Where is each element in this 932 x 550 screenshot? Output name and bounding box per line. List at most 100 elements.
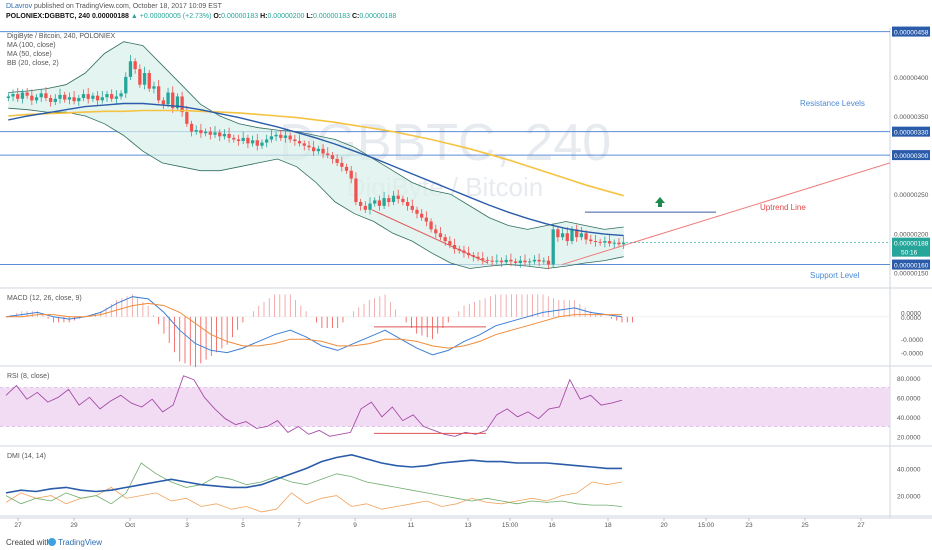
candle-body <box>124 76 128 94</box>
candle-body <box>180 96 184 113</box>
candle-body <box>448 241 452 245</box>
author-link[interactable]: DLavrov <box>6 3 33 10</box>
candle-body <box>241 137 245 142</box>
candle-body <box>53 98 57 102</box>
publish-info: published on TradingView.com, October 18… <box>34 3 222 10</box>
price-axis-label: 0.00000200 <box>894 231 929 238</box>
time-axis-label: 20 <box>660 522 668 529</box>
price-level-tag <box>892 259 930 270</box>
tradingview-logo-icon <box>48 538 56 546</box>
candle-body <box>119 93 123 97</box>
candle-body <box>255 140 259 146</box>
candle-body <box>330 155 335 159</box>
candle-body <box>138 69 142 85</box>
candle-body <box>110 94 114 99</box>
candle-body <box>603 241 607 243</box>
candle-body <box>218 132 222 137</box>
candle-body <box>575 229 579 238</box>
candle-body <box>142 73 147 85</box>
candle-body <box>513 261 518 263</box>
close-value: 0.00000188 <box>359 13 397 20</box>
dmi-axis-label: 40.0000 <box>897 466 921 473</box>
candle-body <box>349 170 353 179</box>
candle-body <box>612 242 616 244</box>
time-axis-label: 23 <box>745 522 753 529</box>
candle-body <box>208 131 212 135</box>
candle-body <box>617 242 621 245</box>
candle-body <box>570 229 574 242</box>
candle-body <box>133 61 137 70</box>
candle-body <box>485 259 490 261</box>
legend-item: MA (100, close) <box>7 42 56 49</box>
candle-body <box>335 159 339 163</box>
candle-body <box>316 148 320 152</box>
time-axis-label: 11 <box>408 522 415 529</box>
time-axis-label: 16 <box>548 522 556 529</box>
time-axis-label: 27 <box>857 522 865 529</box>
candle-body <box>269 136 274 140</box>
candle-body <box>77 98 81 102</box>
legend-item: BB (20, close, 2) <box>7 60 59 67</box>
candle-body <box>476 256 480 259</box>
support-annotation: Support Level <box>810 271 860 280</box>
candle-body <box>481 258 485 260</box>
candle-body <box>260 142 264 146</box>
price-axis-label: 0.00000150 <box>894 270 929 277</box>
candle-body <box>584 233 588 240</box>
bar-countdown-label: 50:16 <box>901 250 918 257</box>
candle-body <box>213 132 217 135</box>
uptrend-line <box>561 162 891 266</box>
candle-body <box>91 95 95 99</box>
time-axis-label: 3 <box>185 522 189 529</box>
candle-body <box>199 130 203 134</box>
candle-body <box>373 200 377 204</box>
tradingview-link[interactable]: TradingView <box>58 538 103 547</box>
price-level-tag <box>892 150 930 161</box>
candle-body <box>86 94 90 99</box>
low-value: 0.00000183 <box>313 13 350 20</box>
created-with-label: Created with <box>6 538 51 547</box>
candle-body <box>302 143 306 146</box>
candle-body <box>546 260 551 265</box>
breakout-arrow-icon <box>655 197 665 207</box>
rsi-axis-label: 60.0000 <box>897 395 921 402</box>
candle-body <box>16 94 20 99</box>
candle-body <box>147 73 151 89</box>
candle-body <box>171 92 175 109</box>
candle-body <box>288 135 292 140</box>
candle-body <box>391 195 396 202</box>
candle-body <box>246 137 250 144</box>
candle-body <box>396 195 400 199</box>
minus-di-line <box>5 462 623 507</box>
candle-body <box>518 260 522 263</box>
candle-body <box>95 95 100 101</box>
price-axis-label: 0.00000330 <box>894 130 929 137</box>
candle-body <box>560 233 565 238</box>
candle-body <box>528 261 532 263</box>
candle-body <box>438 233 443 238</box>
plus-di-line <box>5 481 623 513</box>
last-price: 0.00000188 <box>91 13 129 20</box>
macd-title: MACD (12, 26, close, 9) <box>7 295 82 302</box>
candle-body <box>509 259 513 262</box>
candle-body <box>344 166 349 171</box>
candle-body <box>377 200 382 206</box>
candle-body <box>203 131 208 134</box>
time-axis-label: 13 <box>464 522 472 529</box>
high-label: H: <box>260 13 268 20</box>
time-axis-label: 15:00 <box>502 522 519 529</box>
uptrend-annotation: Uptrend Line <box>760 203 806 212</box>
rsi-band <box>0 387 890 427</box>
candle-body <box>504 259 508 263</box>
ma50-line <box>8 102 624 237</box>
candle-body <box>405 202 410 206</box>
macd-axis-label: 0.0000 <box>901 310 921 317</box>
candle-body <box>387 198 391 202</box>
last-price-tag <box>892 237 930 257</box>
candle-body <box>105 94 109 98</box>
time-axis-label: 27 <box>14 522 22 529</box>
candle-body <box>556 229 560 238</box>
candle-body <box>490 260 494 262</box>
candle-body <box>321 148 325 154</box>
